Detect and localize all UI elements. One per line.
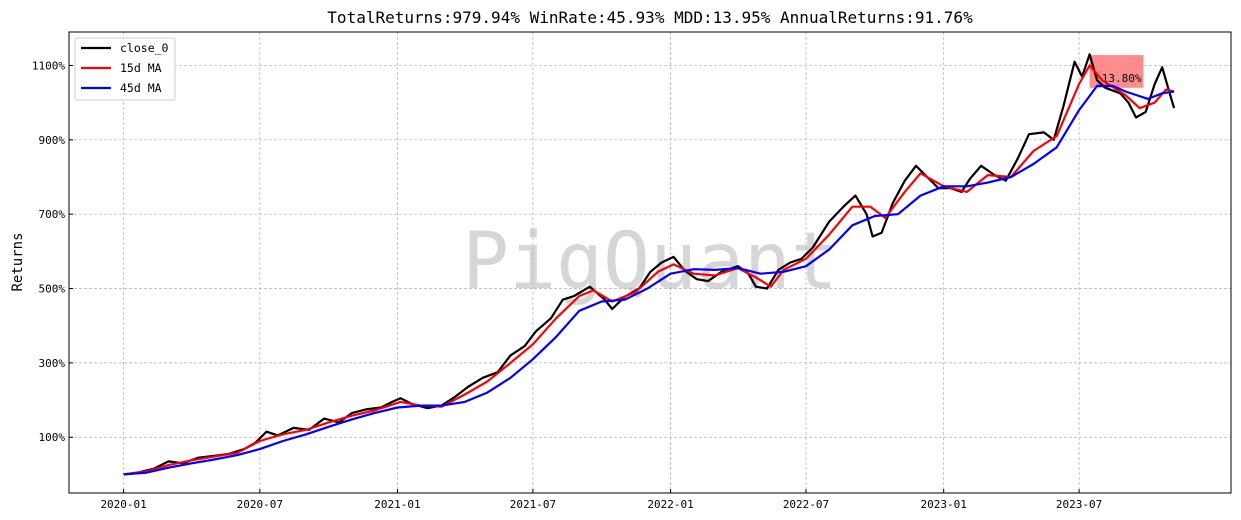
plot-frame: [68, 31, 1232, 494]
legend-label: close_0: [120, 41, 169, 55]
y-tick-label: 100%: [39, 431, 66, 444]
x-tick-label: 2022-01: [647, 498, 693, 511]
x-tick-label: 2020-01: [100, 498, 146, 511]
legend: close_0 15d MA 45d MA: [74, 37, 176, 101]
watermark: PigQuant: [462, 217, 838, 307]
x-tick-label: 2023-07: [1056, 498, 1102, 511]
series-lines: [123, 53, 1176, 476]
grid: [69, 32, 1231, 493]
x-tick-label: 2021-07: [510, 498, 556, 511]
series-line-45d-ma: [123, 84, 1175, 476]
y-tick-label: 1100%: [32, 59, 65, 72]
chart-title: TotalReturns:979.94% WinRate:45.93% MDD:…: [327, 8, 973, 27]
x-tick-label: 2020-07: [237, 498, 283, 511]
y-axis-label: Returns: [10, 232, 26, 291]
max-drawdown-label: 13.80%: [1102, 72, 1142, 85]
legend-label: 15d MA: [120, 61, 162, 75]
y-tick-label: 700%: [39, 208, 66, 221]
x-tick-label: 2021-01: [374, 498, 420, 511]
x-tick-label: 2022-07: [783, 498, 829, 511]
axis-ticks: 100% 300% 500% 700% 900% 1100% 2020-01 2020-07 2…: [32, 59, 1102, 511]
x-tick-label: 2023-01: [921, 498, 967, 511]
series-line-15d-ma: [123, 64, 1175, 476]
legend-box: [74, 37, 176, 101]
max-drawdown-annotation: 13.80%: [1089, 55, 1144, 88]
y-tick-label: 300%: [39, 357, 66, 370]
y-tick-label: 900%: [39, 134, 66, 147]
legend-label: 45d MA: [120, 81, 162, 95]
y-tick-label: 500%: [39, 283, 66, 296]
